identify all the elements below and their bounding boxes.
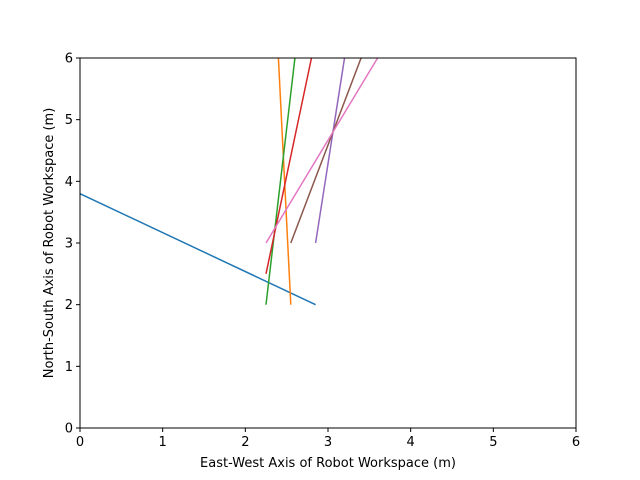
- x-axis-label: East-West Axis of Robot Workspace (m): [200, 456, 456, 471]
- x-tick-label: 2: [241, 435, 249, 450]
- x-tick-label: 4: [407, 435, 415, 450]
- x-tick-label: 1: [159, 435, 167, 450]
- y-tick-label: 2: [65, 298, 73, 313]
- y-tick-label: 5: [65, 113, 73, 128]
- y-tick-label: 6: [65, 52, 73, 67]
- x-tick-label: 0: [76, 435, 84, 450]
- x-tick-label: 6: [572, 435, 580, 450]
- x-tick-label: 3: [324, 435, 332, 450]
- series-line-2: [277, 57, 292, 305]
- y-tick-label: 0: [65, 422, 73, 437]
- y-tick-label: 1: [65, 360, 73, 375]
- series-line-6: [290, 57, 362, 244]
- series-line-4: [265, 57, 313, 274]
- y-axis-ticks: 0 1 2 3 4 5 6: [65, 52, 80, 437]
- y-axis-label: North-South Axis of Robot Workspace (m): [42, 108, 57, 379]
- y-tick-label: 4: [65, 175, 73, 190]
- series-line-5: [314, 57, 346, 244]
- plot-area: [80, 58, 576, 428]
- series-line-1: [79, 192, 316, 306]
- x-tick-label: 5: [489, 435, 497, 450]
- series-line-7: [265, 57, 379, 244]
- series-layer: [79, 57, 379, 306]
- x-axis-ticks: 0 1 2 3 4 5 6: [76, 428, 580, 450]
- y-tick-label: 3: [65, 237, 73, 252]
- series-line-3: [265, 57, 296, 305]
